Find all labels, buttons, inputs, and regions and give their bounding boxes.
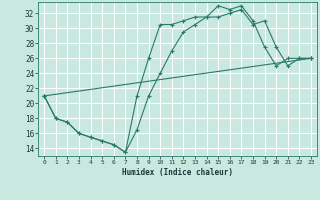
X-axis label: Humidex (Indice chaleur): Humidex (Indice chaleur): [122, 168, 233, 177]
